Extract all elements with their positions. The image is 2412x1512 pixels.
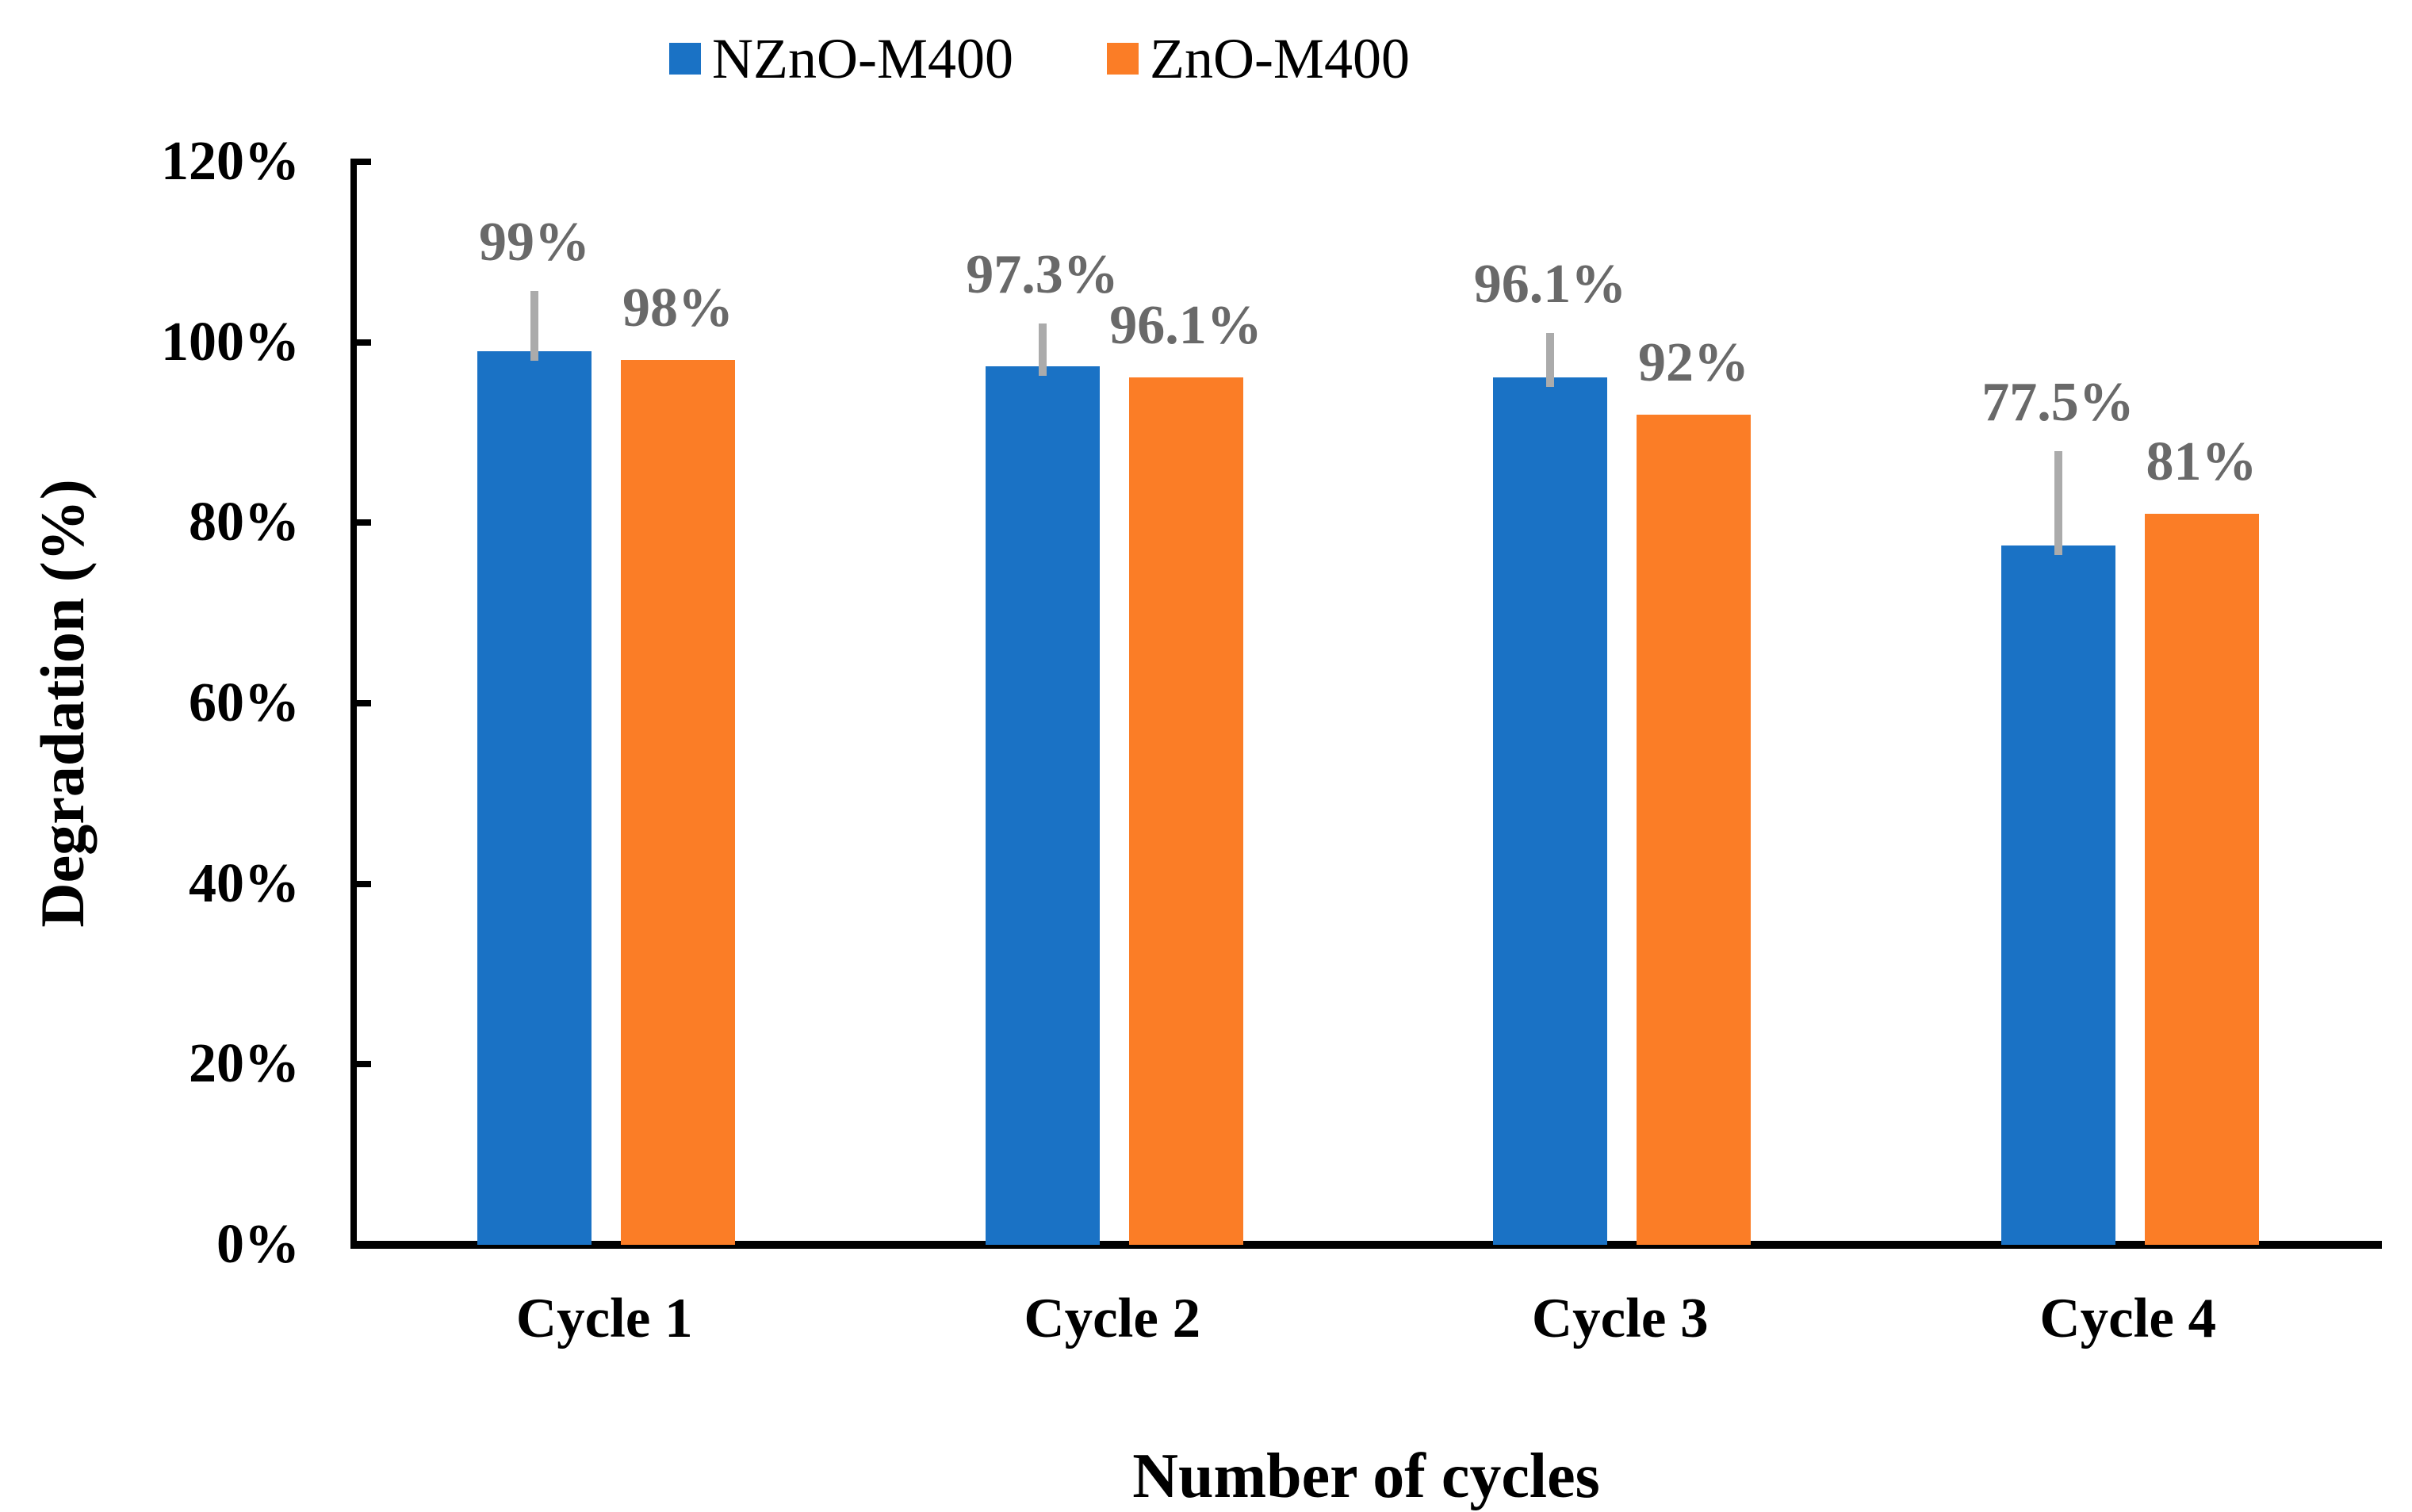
data-label: 99%	[479, 211, 590, 273]
y-tick-mark	[357, 339, 371, 346]
error-bar	[1546, 333, 1554, 388]
bar-zno-m400-1	[621, 360, 735, 1245]
x-category-label: Cycle 4	[2039, 1288, 2217, 1349]
y-tick-mark	[357, 1242, 371, 1248]
y-tick-label: 20%	[189, 1033, 300, 1095]
data-label: 77.5%	[1981, 372, 2134, 434]
data-label: 81%	[2146, 431, 2257, 492]
data-label: 97.3%	[966, 243, 1119, 305]
x-category-label: Cycle 1	[515, 1288, 693, 1349]
error-bar	[2054, 451, 2062, 555]
bar-nzno-m400-2	[985, 366, 1100, 1245]
legend-item-zno-m400: ZnO-M400	[1106, 27, 1410, 90]
y-axis-line	[350, 159, 357, 1249]
y-tick-label: 0%	[216, 1214, 300, 1275]
y-tick-mark	[357, 159, 371, 166]
bar-zno-m400-3	[1637, 414, 1751, 1245]
x-axis-line	[350, 1241, 2382, 1249]
legend-label: NZnO-M400	[712, 27, 1013, 90]
y-tick-mark	[357, 1061, 371, 1068]
bar-nzno-m400-3	[1493, 377, 1607, 1245]
legend-swatch-icon	[1106, 43, 1139, 75]
legend-label: ZnO-M400	[1149, 27, 1410, 90]
chart-legend: NZnO-M400 ZnO-M400	[669, 30, 1410, 87]
bar-nzno-m400-1	[477, 351, 592, 1245]
bar-zno-m400-4	[2144, 513, 2259, 1245]
y-tick-label: 40%	[189, 852, 300, 914]
y-tick-mark	[357, 880, 371, 887]
data-label: 96.1%	[1473, 254, 1627, 316]
bar-zno-m400-2	[1128, 377, 1243, 1245]
data-label: 92%	[1638, 331, 1749, 393]
x-category-label: Cycle 2	[1024, 1288, 1201, 1349]
x-axis-title: Number of cycles	[1132, 1441, 1600, 1511]
y-tick-label: 100%	[161, 311, 300, 373]
y-tick-mark	[357, 519, 371, 526]
legend-swatch-icon	[669, 43, 701, 75]
y-tick-label: 80%	[189, 492, 300, 553]
y-tick-mark	[357, 700, 371, 707]
error-bar	[1038, 323, 1047, 377]
data-label: 96.1%	[1109, 295, 1262, 357]
y-tick-label: 60%	[189, 672, 300, 734]
data-label: 98%	[622, 278, 733, 339]
x-category-label: Cycle 3	[1531, 1288, 1709, 1349]
y-tick-label: 120%	[161, 131, 300, 193]
error-bar	[530, 290, 538, 362]
legend-item-nzno-m400: NZnO-M400	[669, 30, 1013, 87]
bar-nzno-m400-4	[2000, 545, 2115, 1245]
